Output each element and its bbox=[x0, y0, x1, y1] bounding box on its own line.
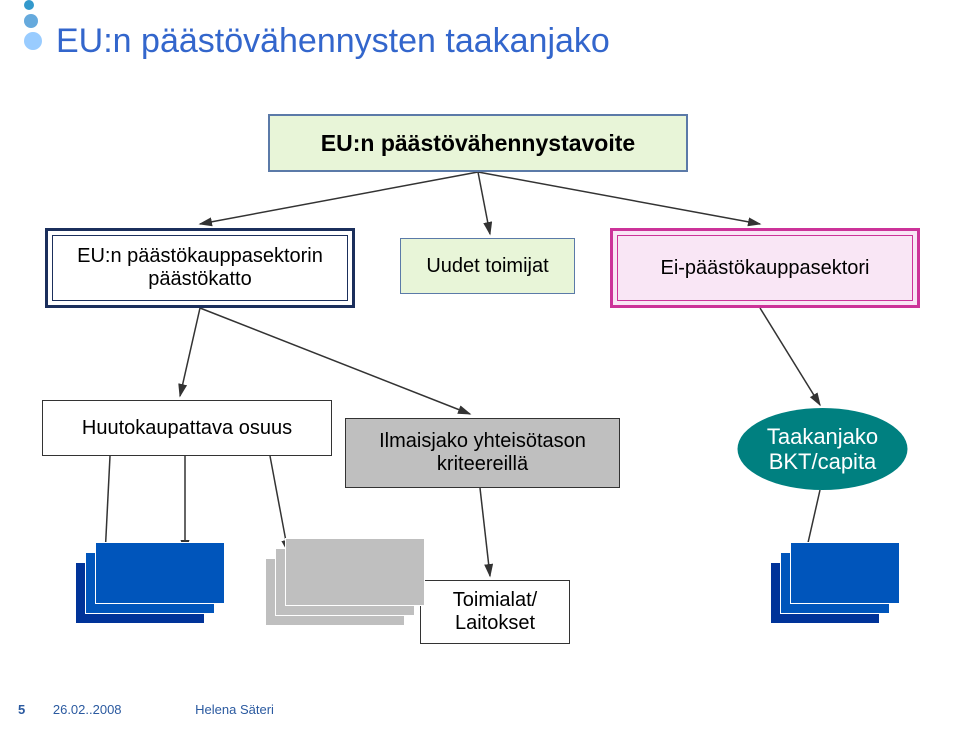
non-ets-label: Ei-päästökauppasektori bbox=[660, 257, 869, 280]
footer-author: Helena Säteri bbox=[195, 702, 274, 717]
footer: 5 26.02..2008 Helena Säteri bbox=[18, 702, 918, 726]
goal-box: EU:n päästövähennystavoite bbox=[268, 114, 688, 172]
free-alloc-line2: kriteereillä bbox=[379, 453, 586, 476]
ets-cap-line2: päästökatto bbox=[77, 268, 323, 291]
ets-cap-box: EU:n päästökauppasektorin päästökatto bbox=[45, 228, 355, 308]
free-alloc-box: Ilmaisjako yhteisötason kriteereillä bbox=[345, 418, 620, 488]
non-ets-box: Ei-päästökauppasektori bbox=[610, 228, 920, 308]
burden-line1: Taakanjako bbox=[767, 424, 878, 449]
auction-label: Huutokaupattava osuus bbox=[82, 417, 292, 440]
bullet-mid-icon bbox=[24, 14, 38, 28]
goal-label: EU:n päästövähennystavoite bbox=[321, 130, 635, 156]
ets-cap-inner: EU:n päästökauppasektorin päästökatto bbox=[52, 235, 348, 301]
new-actors-label: Uudet toimijat bbox=[426, 255, 548, 278]
footer-date: 26.02..2008 bbox=[53, 702, 122, 717]
auction-box: Huutokaupattava osuus bbox=[42, 400, 332, 456]
sectors-mid-box: Toimialat/ Laitokset bbox=[420, 580, 570, 644]
bullet-large-icon bbox=[24, 32, 42, 50]
burden-text: Taakanjako BKT/capita bbox=[735, 408, 910, 490]
footer-page: 5 bbox=[18, 702, 25, 717]
sectors-mid-line2: Laitokset bbox=[453, 612, 537, 635]
burden-line2: BKT/capita bbox=[767, 449, 878, 474]
bullet-small-icon bbox=[24, 0, 34, 10]
slide-title-text: EU:n päästövähennysten taakanjako bbox=[56, 22, 610, 60]
sectors-mid-line1: Toimialat/ bbox=[453, 589, 537, 612]
slide-title: EU:n päästövähennysten taakanjako bbox=[56, 22, 936, 68]
new-actors-box: Uudet toimijat bbox=[400, 238, 575, 294]
free-alloc-line1: Ilmaisjako yhteisötason bbox=[379, 430, 586, 453]
non-ets-inner: Ei-päästökauppasektori bbox=[617, 235, 913, 301]
ets-cap-line1: EU:n päästökauppasektorin bbox=[77, 245, 323, 268]
